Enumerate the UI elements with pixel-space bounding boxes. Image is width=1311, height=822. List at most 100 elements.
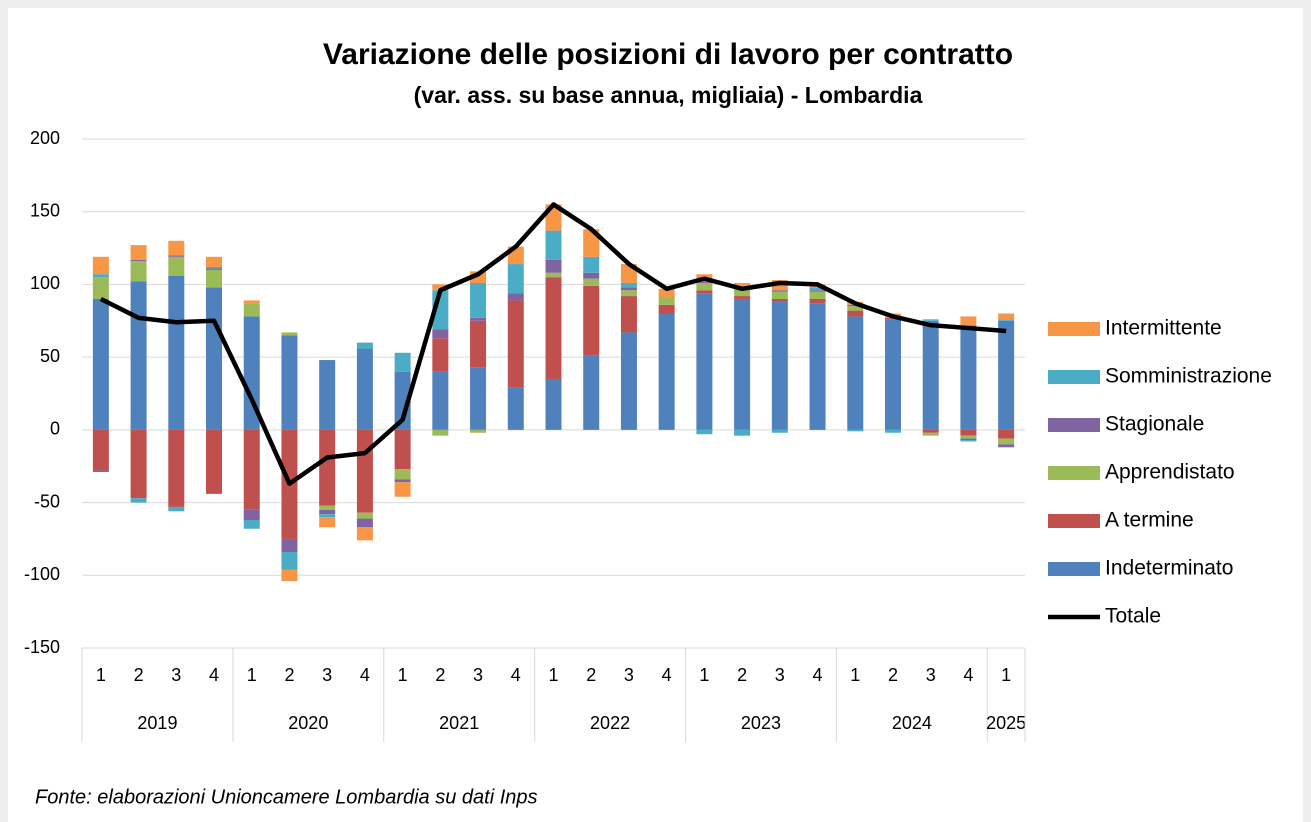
bar-segment — [809, 298, 826, 304]
bar-segment — [470, 271, 487, 283]
bar-segment — [356, 348, 373, 430]
bar-segment — [206, 266, 223, 269]
x-group-label: 2022 — [590, 713, 630, 733]
bar-segment — [583, 285, 600, 356]
x-tick-label: 2 — [737, 665, 747, 685]
source-note: Fonte: elaborazioni Unioncamere Lombardi… — [35, 786, 538, 808]
bar-segment — [545, 378, 562, 430]
bar-segment — [998, 320, 1015, 430]
x-tick-label: 1 — [548, 665, 558, 685]
bar-segment — [922, 319, 939, 321]
bar-segment — [356, 429, 373, 513]
bar-segment — [847, 429, 864, 432]
bar-segment — [658, 313, 675, 430]
bar-segment — [583, 272, 600, 279]
bar-segment — [545, 277, 562, 379]
bar-segment — [319, 505, 336, 510]
bar-segment — [960, 429, 977, 436]
legend-swatch — [1048, 418, 1100, 432]
bar-segment — [206, 256, 223, 267]
x-tick-label: 2 — [888, 665, 898, 685]
bar-segment — [960, 438, 977, 441]
x-tick-label: 4 — [813, 665, 823, 685]
x-tick-label: 1 — [247, 665, 257, 685]
bar-segment — [432, 329, 449, 339]
bar-segment — [998, 429, 1015, 439]
bar-segment — [168, 429, 185, 507]
bar-segment — [470, 367, 487, 430]
bar-segment — [507, 293, 524, 301]
bar-segment — [281, 335, 298, 430]
bar-segment — [92, 274, 109, 278]
bar-segment — [206, 287, 223, 430]
x-tick-label: 3 — [473, 665, 483, 685]
bar-segment — [960, 440, 977, 442]
y-tick-label: 150 — [30, 200, 60, 220]
legend-swatch — [1048, 562, 1100, 576]
bar-segment — [696, 281, 713, 283]
bar-segment — [847, 306, 864, 311]
bar-segment — [734, 282, 751, 288]
bar-segment — [470, 282, 487, 318]
bar-segment — [998, 438, 1015, 445]
bar-segment — [734, 429, 751, 436]
bar-segment — [243, 509, 260, 521]
x-tick-label: 2 — [134, 665, 144, 685]
bar-segment — [168, 275, 185, 430]
bar-segment — [394, 479, 411, 483]
bar-segment — [771, 301, 788, 430]
bar-segment — [319, 509, 336, 515]
bar-segment — [620, 296, 637, 333]
y-tick-label: 200 — [30, 128, 60, 148]
legend-label: Apprendistato — [1105, 461, 1235, 484]
bar-segment — [432, 371, 449, 430]
y-tick-label: -150 — [24, 637, 60, 657]
bar-segment — [130, 498, 147, 503]
x-tick-label: 1 — [96, 665, 106, 685]
total-line — [99, 202, 1007, 486]
x-group-label: 2025 — [986, 713, 1026, 733]
bar-segment — [243, 303, 260, 317]
legend-label: Indeterminato — [1105, 557, 1233, 580]
bar-segment — [281, 552, 298, 570]
bar-segment — [658, 304, 675, 314]
bar-segment — [206, 268, 223, 270]
bar-segment — [620, 287, 637, 291]
bar-segment — [130, 429, 147, 499]
bar-segment — [771, 290, 788, 292]
bar-segment — [319, 514, 336, 518]
x-tick-label: 2 — [284, 665, 294, 685]
bar-segment — [470, 429, 487, 433]
bar-segment — [922, 320, 939, 430]
y-tick-label: 50 — [40, 346, 60, 366]
bar-segment — [545, 230, 562, 260]
x-group-label: 2021 — [439, 713, 479, 733]
bar-segment — [168, 506, 185, 512]
bar-segment — [620, 282, 637, 288]
bar-segment — [922, 429, 939, 433]
x-tick-label: 4 — [662, 665, 672, 685]
bar-segment — [243, 520, 260, 529]
bar-segment — [696, 290, 713, 294]
chart-subtitle: (var. ass. su base annua, migliaia) - Lo… — [414, 82, 923, 108]
bar-segment — [771, 298, 788, 302]
bar-segment — [771, 291, 788, 299]
bar-segment — [809, 287, 826, 291]
bar-segment — [206, 269, 223, 288]
bar-segment — [356, 342, 373, 349]
bar-segment — [847, 310, 864, 317]
bar-segment — [319, 429, 336, 506]
x-tick-label: 3 — [926, 665, 936, 685]
x-tick-label: 2 — [435, 665, 445, 685]
x-group-label: 2019 — [137, 713, 177, 733]
bar-segment — [281, 569, 298, 582]
bar-segment — [130, 245, 147, 260]
bar-segment — [583, 256, 600, 273]
x-group-label: 2023 — [741, 713, 781, 733]
y-tick-label: 100 — [30, 273, 60, 293]
x-tick-label: 3 — [624, 665, 634, 685]
bar-segment — [734, 296, 751, 299]
bar-segment — [432, 338, 449, 372]
legend-swatch — [1048, 370, 1100, 384]
